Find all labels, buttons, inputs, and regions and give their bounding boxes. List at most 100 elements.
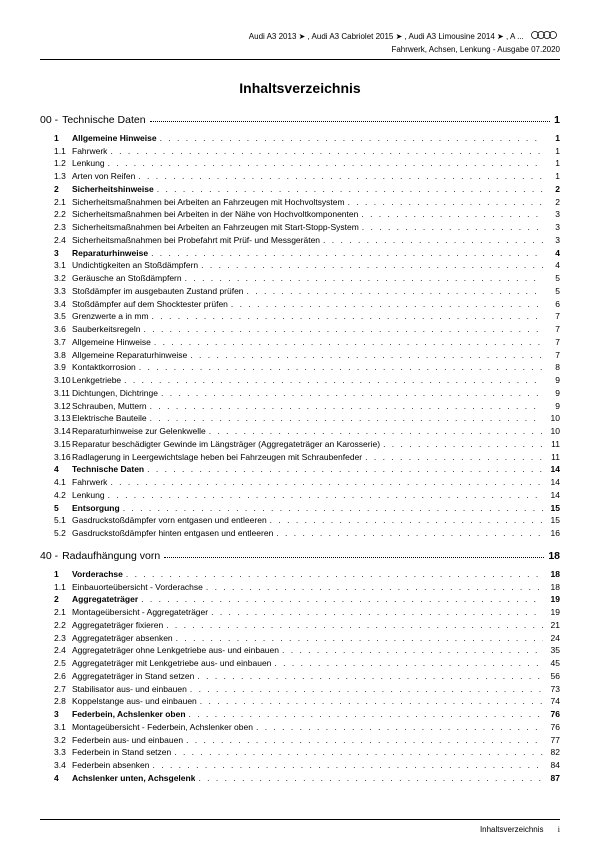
entry-label: Lenkung [72, 489, 105, 502]
entry-page: 76 [546, 708, 560, 721]
toc-entry: 1.1Fahrwerk. . . . . . . . . . . . . . .… [40, 145, 560, 158]
leader-dots: . . . . . . . . . . . . . . . . . . . . … [144, 323, 543, 336]
toc-entry: 2.6Aggregateträger in Stand setzen. . . … [40, 670, 560, 683]
section-label: Technische Daten [62, 114, 145, 126]
toc-entry: 2.3Sicherheitsmaßnahmen bei Arbeiten an … [40, 221, 560, 234]
entry-label: Montageübersicht - Aggregateträger [72, 606, 208, 619]
entry-page: 9 [546, 387, 560, 400]
entry-number: 2.6 [40, 670, 72, 683]
toc-entry: 2Aggregateträger. . . . . . . . . . . . … [40, 593, 560, 606]
entry-page: 19 [546, 606, 560, 619]
entry-page: 21 [546, 619, 560, 632]
entry-page: 24 [546, 632, 560, 645]
entry-page: 1 [546, 157, 560, 170]
toc-entry: 3.12Schrauben, Muttern. . . . . . . . . … [40, 400, 560, 413]
entry-page: 18 [546, 568, 560, 581]
leader-dots: . . . . . . . . . . . . . . . . . . . . … [206, 581, 543, 594]
leader-dots: . . . . . . . . . . . . . . . . . . . . … [151, 247, 543, 260]
section-page: 1 [554, 114, 560, 126]
entry-page: 76 [546, 721, 560, 734]
entry-label: Montageübersicht - Federbein, Achslenker… [72, 721, 253, 734]
entry-number: 4 [40, 772, 72, 785]
entry-number: 3.2 [40, 734, 72, 747]
entry-label: Einbauorteübersicht - Vorderachse [72, 581, 203, 594]
toc-entry: 3.13Elektrische Bauteile. . . . . . . . … [40, 412, 560, 425]
entry-page: 9 [546, 400, 560, 413]
leader-dots: . . . . . . . . . . . . . . . . . . . . … [189, 708, 543, 721]
toc-entry: 3.3Federbein in Stand setzen. . . . . . … [40, 746, 560, 759]
entry-label: Achslenker unten, Achsgelenk [72, 772, 195, 785]
leader-dots: . . . . . . . . . . . . . . . . . . . . … [274, 657, 543, 670]
leader-dots: . . . . . . . . . . . . . . . . . . . . … [185, 272, 543, 285]
entry-label: Gasdruckstoßdämpfer vorn entgasen und en… [72, 514, 267, 527]
entry-label: Stabilisator aus- und einbauen [72, 683, 187, 696]
header-line-2: Fahrwerk, Achsen, Lenkung - Ausgabe 07.2… [40, 45, 560, 55]
entry-number: 1 [40, 568, 72, 581]
entry-label: Stoßdämpfer im ausgebauten Zustand prüfe… [72, 285, 244, 298]
entry-number: 3.8 [40, 349, 72, 362]
entry-label: Sicherheitsmaßnahmen bei Probefahrt mit … [72, 234, 320, 247]
toc-entry: 3.5Grenzwerte a in mm. . . . . . . . . .… [40, 310, 560, 323]
entry-label: Lenkgetriebe [72, 374, 121, 387]
entry-page: 4 [546, 259, 560, 272]
toc-entry: 1Vorderachse. . . . . . . . . . . . . . … [40, 568, 560, 581]
entry-page: 15 [546, 514, 560, 527]
leader-dots [150, 121, 551, 122]
entry-number: 2.1 [40, 196, 72, 209]
entry-page: 14 [546, 476, 560, 489]
toc-entry: 4Technische Daten. . . . . . . . . . . .… [40, 463, 560, 476]
entry-label: Koppelstange aus- und einbauen [72, 695, 197, 708]
toc-entry: 2.2Aggregateträger fixieren. . . . . . .… [40, 619, 560, 632]
footer-page-number: i [558, 825, 560, 834]
entry-label: Elektrische Bauteile [72, 412, 147, 425]
page-title: Inhaltsverzeichnis [40, 80, 560, 96]
leader-dots: . . . . . . . . . . . . . . . . . . . . … [154, 336, 543, 349]
entry-page: 14 [546, 489, 560, 502]
entry-page: 1 [546, 170, 560, 183]
entry-number: 2.2 [40, 619, 72, 632]
entry-number: 2.7 [40, 683, 72, 696]
entry-label: Schrauben, Muttern [72, 400, 147, 413]
entry-number: 3.5 [40, 310, 72, 323]
entry-label: Vorderachse [72, 568, 123, 581]
toc-entry: 3.6Sauberkeitsregeln. . . . . . . . . . … [40, 323, 560, 336]
entry-number: 2.4 [40, 234, 72, 247]
entry-label: Stoßdämpfer auf dem Shocktester prüfen [72, 298, 228, 311]
leader-dots: . . . . . . . . . . . . . . . . . . . . … [166, 619, 543, 632]
section-number: 40 - [40, 550, 58, 562]
entry-label: Lenkung [72, 157, 105, 170]
entry-page: 84 [546, 759, 560, 772]
entry-page: 3 [546, 221, 560, 234]
leader-dots: . . . . . . . . . . . . . . . . . . . . … [282, 644, 543, 657]
toc-entry: 1.3Arten von Reifen. . . . . . . . . . .… [40, 170, 560, 183]
entry-label: Allgemeine Hinweise [72, 132, 157, 145]
entry-number: 5.1 [40, 514, 72, 527]
entry-label: Aggregateträger absenken [72, 632, 173, 645]
entry-page: 11 [546, 451, 560, 464]
entry-page: 35 [546, 644, 560, 657]
toc-entry: 2.3Aggregateträger absenken. . . . . . .… [40, 632, 560, 645]
entry-number: 5.2 [40, 527, 72, 540]
entry-label: Dichtungen, Dichtringe [72, 387, 158, 400]
entry-number: 3.12 [40, 400, 72, 413]
toc-entry: 2.2Sicherheitsmaßnahmen bei Arbeiten in … [40, 208, 560, 221]
entry-number: 2 [40, 183, 72, 196]
entry-label: Fahrwerk [72, 145, 107, 158]
leader-dots: . . . . . . . . . . . . . . . . . . . . … [110, 476, 543, 489]
leader-dots: . . . . . . . . . . . . . . . . . . . . … [174, 746, 543, 759]
leader-dots: . . . . . . . . . . . . . . . . . . . . … [147, 463, 543, 476]
entry-label: Allgemeine Hinweise [72, 336, 151, 349]
audi-logo-icon [530, 30, 560, 43]
entry-page: 3 [546, 208, 560, 221]
entry-label: Sicherheitsmaßnahmen bei Arbeiten in der… [72, 208, 358, 221]
leader-dots: . . . . . . . . . . . . . . . . . . . . … [190, 683, 543, 696]
toc-entry: 5Entsorgung. . . . . . . . . . . . . . .… [40, 502, 560, 515]
section-page: 18 [548, 550, 560, 562]
entry-number: 3.14 [40, 425, 72, 438]
entry-label: Aggregateträger fixieren [72, 619, 163, 632]
entry-page: 74 [546, 695, 560, 708]
entry-number: 3.4 [40, 298, 72, 311]
entry-page: 56 [546, 670, 560, 683]
entry-page: 7 [546, 310, 560, 323]
entry-label: Kontaktkorrosion [72, 361, 136, 374]
